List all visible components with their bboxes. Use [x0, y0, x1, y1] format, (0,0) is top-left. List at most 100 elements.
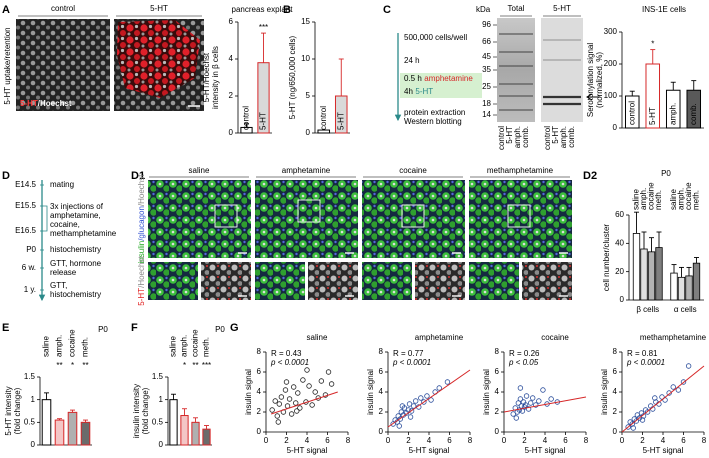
significance: *: [71, 361, 74, 370]
y-tick-label: 1.5: [24, 372, 36, 381]
blot-marker: 25: [482, 82, 491, 91]
category-label: comb.: [689, 103, 698, 125]
point: [294, 408, 300, 414]
point: [418, 395, 424, 401]
point: [633, 418, 640, 424]
chart-title: pancreas explant: [232, 5, 294, 14]
y-tick-label: 6: [229, 17, 234, 26]
legend-label: saline: [669, 189, 678, 210]
timeline-event: GTT,: [50, 281, 67, 290]
protocol-step-part: 4h: [404, 87, 413, 96]
point: [408, 408, 415, 414]
point: [639, 417, 646, 423]
point: [540, 387, 546, 393]
lane-label: amph.: [559, 126, 568, 148]
x-axis-label: 5-HT signal: [525, 446, 566, 455]
point: [533, 402, 539, 408]
fit-line: [621, 365, 705, 433]
panel-label: D1: [131, 170, 145, 182]
point: [399, 403, 406, 409]
bar: [685, 275, 693, 301]
y-tick-label: 0: [306, 128, 311, 137]
x-tick-label: 4: [305, 436, 310, 445]
panel-label: B: [283, 4, 291, 16]
timeline-event: release: [50, 268, 77, 277]
category-label: cocaine: [68, 329, 77, 357]
x-tick-label: 4: [543, 436, 548, 445]
point: [306, 383, 312, 389]
protocol-step-part: amphetamine: [424, 74, 473, 83]
timeline-time: 1 y.: [24, 285, 36, 294]
y-tick-label: 6: [379, 367, 384, 376]
x-tick-label: 2: [406, 436, 411, 445]
y-tick-label: 6: [613, 367, 618, 376]
x-tick-label: 2: [284, 436, 289, 445]
point: [527, 400, 534, 406]
protocol-step: 0.5 h amphetamine: [404, 74, 473, 83]
panel-label: F: [131, 322, 138, 334]
point: [513, 415, 519, 421]
category-label: control: [627, 101, 636, 125]
point: [274, 413, 280, 419]
legend-label: saline: [632, 189, 641, 210]
y-axis-label: insulin signal: [244, 369, 253, 415]
point: [312, 389, 318, 395]
point: [517, 385, 524, 391]
fit-line: [387, 369, 471, 428]
panel-label: D: [2, 170, 10, 182]
category-label: control: [319, 106, 328, 130]
timeline-event: histochemistry: [50, 290, 101, 299]
y-tick-label: 40: [615, 238, 624, 247]
point: [275, 419, 281, 425]
bar: [41, 399, 52, 446]
category-label: cocaine: [191, 329, 200, 357]
significance: *: [183, 361, 186, 370]
timeline-event: cocaine,: [50, 220, 80, 229]
significance: ***: [202, 361, 211, 370]
y-axis-label: (fold change): [141, 387, 150, 434]
lane-label: comb.: [567, 126, 576, 148]
x-tick-label: 6: [563, 436, 568, 445]
y-tick-label: 0: [159, 440, 164, 449]
y-tick-label: 2: [379, 407, 384, 416]
y-tick-label: 8: [495, 347, 500, 356]
timeline-event: mating: [50, 180, 74, 189]
panel-label: D2: [583, 170, 597, 182]
blot-title: Total: [508, 4, 525, 13]
point: [293, 400, 299, 406]
p-annotation: p < 0.0001: [392, 358, 431, 367]
y-axis-label: insulin intensity: [132, 384, 141, 438]
y-tick-label: 0: [613, 123, 618, 132]
legend-label: meth.: [692, 190, 701, 210]
blot-marker: 45: [482, 52, 491, 61]
bar: [640, 248, 648, 301]
bar: [54, 419, 65, 446]
y-axis-label: 5-HT intensity: [4, 386, 13, 435]
point: [412, 398, 419, 404]
protocol-step: 500,000 cells/well: [404, 33, 467, 42]
y-tick-label: 1: [159, 395, 164, 404]
stain-label-part: /Hoechst: [137, 256, 146, 288]
y-tick-label: 8: [379, 347, 384, 356]
point: [680, 379, 687, 385]
point: [652, 395, 658, 401]
lane-label: amph.: [513, 126, 522, 148]
y-tick-label: 8: [257, 347, 262, 356]
y-tick-label: 2: [495, 407, 500, 416]
category-label: 5-HT: [259, 112, 268, 130]
side-label: 5-HT uptake/retention: [3, 27, 12, 104]
stain-label: 5-HT/Hoechst: [137, 256, 146, 306]
y-tick-label: 2: [613, 407, 618, 416]
chart-title: P0: [98, 325, 108, 334]
point: [286, 396, 293, 402]
y-tick-label: 0: [620, 295, 625, 304]
y-axis-label: (normalized, %): [595, 52, 604, 108]
r-annotation: R = 0.43: [271, 349, 302, 358]
blot-unit: kDa: [476, 5, 491, 14]
point: [410, 403, 417, 409]
y-axis-label: (fold change): [13, 387, 22, 434]
point: [325, 369, 332, 375]
y-axis-label: 5-HT (ng/650,000 cells): [288, 35, 297, 119]
stain-label-part: 5-HT: [20, 99, 38, 108]
panel-d1-images: [148, 180, 572, 300]
